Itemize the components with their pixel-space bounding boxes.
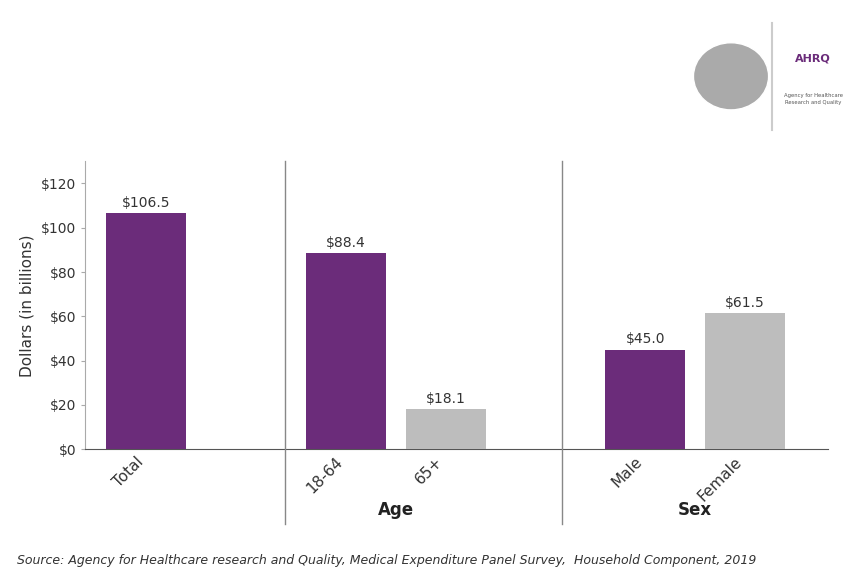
Bar xyxy=(305,253,386,449)
Circle shape xyxy=(693,43,768,110)
Text: among adults ages 18 and older, by age and sex, 2019: among adults ages 18 and older, by age a… xyxy=(72,97,713,117)
Y-axis label: Dollars (in billions): Dollars (in billions) xyxy=(19,234,34,377)
Text: Agency for Healthcare
Research and Quality: Agency for Healthcare Research and Quali… xyxy=(782,93,842,105)
Text: $45.0: $45.0 xyxy=(625,332,664,346)
Text: Sex: Sex xyxy=(677,501,711,519)
Text: Age: Age xyxy=(377,501,414,519)
Bar xyxy=(705,313,784,449)
Text: AHRQ: AHRQ xyxy=(794,53,830,63)
Bar xyxy=(107,213,186,449)
Text: Source: Agency for Healthcare research and Quality, Medical Expenditure Panel Su: Source: Agency for Healthcare research a… xyxy=(17,554,756,567)
Text: $106.5: $106.5 xyxy=(122,196,171,210)
Bar xyxy=(405,409,485,449)
Text: $61.5: $61.5 xyxy=(724,295,764,310)
Text: $88.4: $88.4 xyxy=(326,236,365,250)
Bar xyxy=(605,350,684,449)
Text: Figure 3. Total expenditures for treatment of mental disorders: Figure 3. Total expenditures for treatme… xyxy=(23,42,762,62)
Text: $18.1: $18.1 xyxy=(426,392,465,406)
FancyBboxPatch shape xyxy=(682,3,850,153)
